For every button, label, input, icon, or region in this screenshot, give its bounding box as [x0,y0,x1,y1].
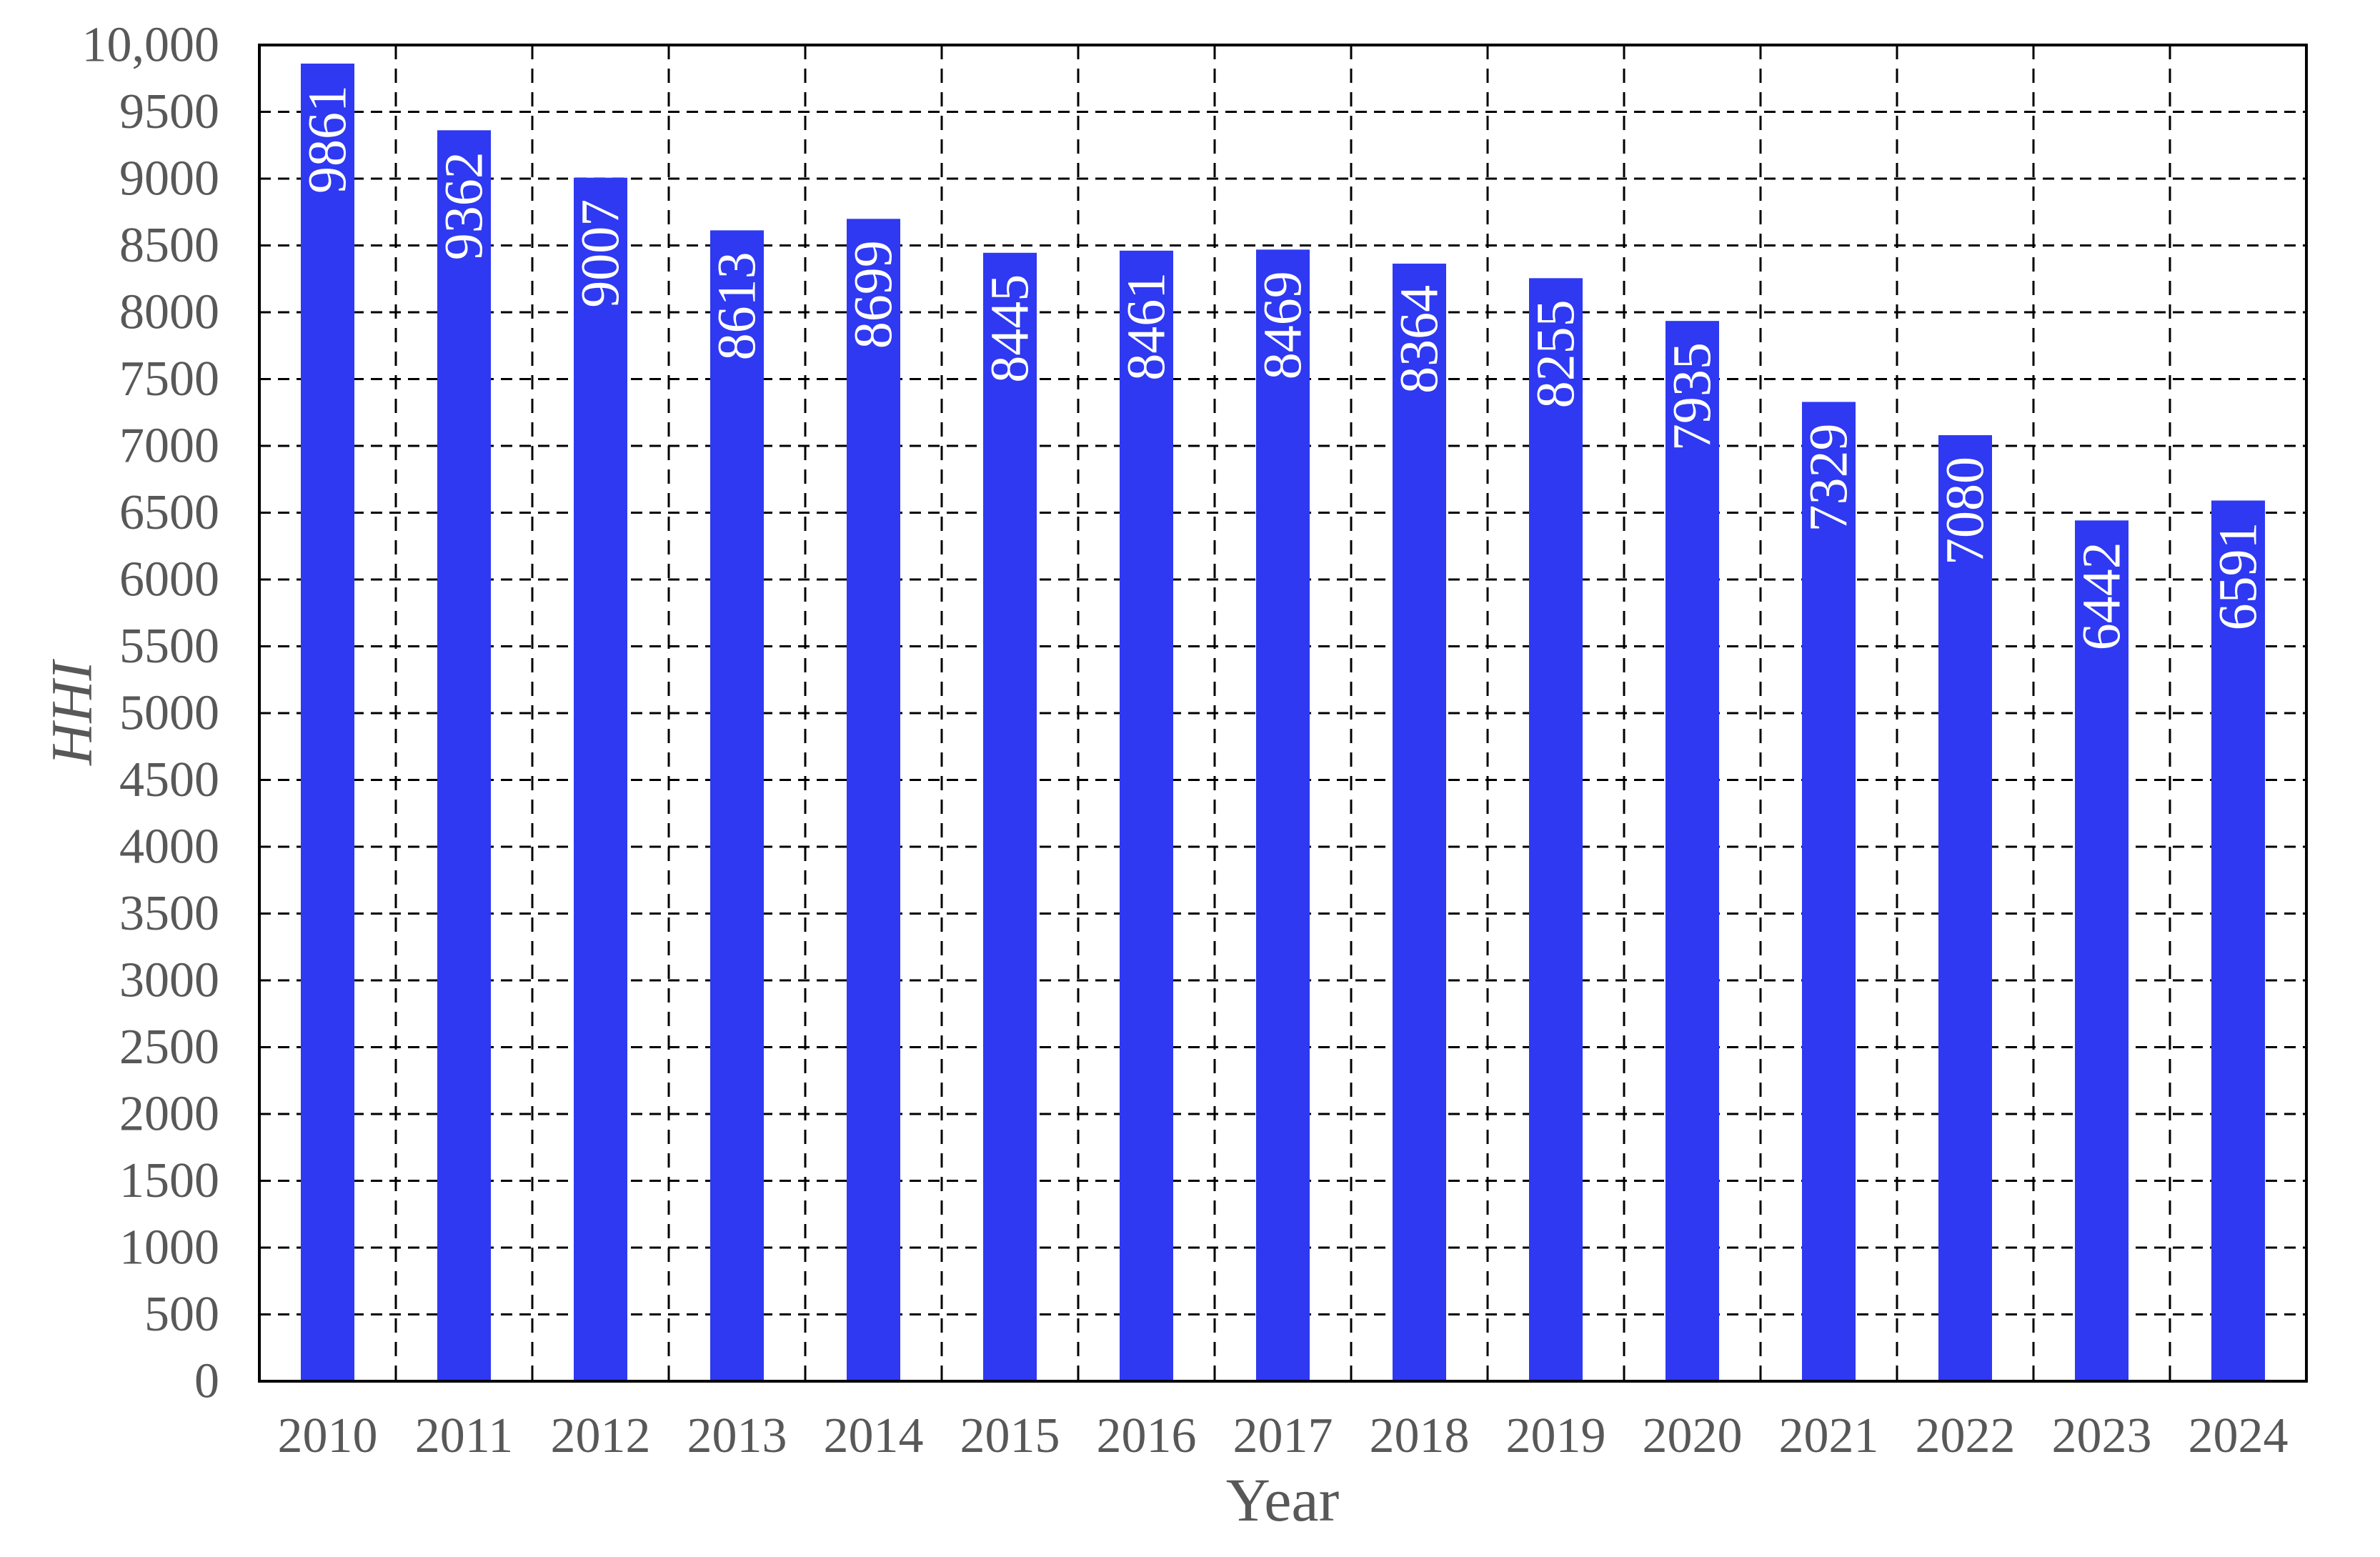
bar-2015 [983,252,1037,1381]
bar-value-label: 8255 [1526,299,1586,408]
x-axis-title: Year [1226,1466,1339,1534]
y-tick-label: 7000 [119,419,219,474]
bar-2021 [1802,402,1856,1381]
bar-2013 [710,230,764,1381]
y-tick-label: 3000 [119,953,219,1008]
y-tick-label: 6000 [119,552,219,607]
y-tick-label: 0 [194,1354,219,1409]
x-tick-label: 2021 [1779,1408,1879,1463]
x-tick-label: 2013 [687,1408,787,1463]
bar-value-label: 9007 [571,199,631,308]
y-tick-label: 6500 [119,485,219,540]
bar-value-label: 7080 [1936,457,1996,565]
y-tick-label: 1000 [119,1220,219,1275]
bar-2014 [847,219,900,1381]
bar-2019 [1529,278,1583,1382]
bar-2017 [1256,249,1310,1381]
y-tick-label: 5500 [119,619,219,674]
x-tick-label: 2010 [278,1408,378,1463]
y-tick-label: 1500 [119,1153,219,1208]
bar-value-label: 8364 [1390,285,1450,394]
x-tick-label: 2015 [960,1408,1060,1463]
y-axis-tick-labels: 0 500 1000 1500 2000 2500 3000 3500 4000 4500 5000… [82,18,220,1409]
y-tick-label: 9000 [119,151,219,207]
bar-value-label: 7935 [1663,342,1723,451]
y-tick-label: 500 [144,1287,219,1342]
y-tick-label: 8500 [119,218,219,273]
y-tick-label: 10,000 [82,18,220,73]
y-axis-title: HHI [39,658,104,765]
y-tick-label: 4500 [119,752,219,807]
bar-value-label: 8613 [707,252,767,360]
y-tick-label: 4000 [119,820,219,875]
x-tick-label: 2012 [551,1408,651,1463]
bar-2020 [1665,321,1719,1381]
bar-value-label: 9861 [298,85,358,194]
y-tick-label: 9500 [119,84,219,139]
y-tick-label: 8000 [119,285,219,340]
y-tick-label: 3500 [119,886,219,941]
bar-2016 [1120,250,1173,1382]
bar-value-label: 8445 [980,274,1040,383]
bar-2018 [1393,263,1446,1381]
y-tick-label: 2500 [119,1020,219,1075]
x-tick-label: 2022 [1916,1408,2016,1463]
bar-value-label: 6591 [2209,522,2269,630]
bar-value-label: 6442 [2072,542,2132,650]
bar-2023 [2075,520,2128,1382]
bar-value-label: 9362 [434,151,494,260]
bar-value-labels-group: 9861 9362 9007 8613 8699 8445 8461 8469 8364 8255… [298,85,2269,650]
bar-2024 [2211,500,2265,1382]
bar-value-label: 8461 [1117,272,1177,381]
bar-value-label: 7329 [1799,423,1859,532]
x-tick-label: 2020 [1643,1408,1743,1463]
y-tick-label: 7500 [119,352,219,407]
x-tick-label: 2019 [1506,1408,1606,1463]
y-tick-label: 5000 [119,686,219,741]
x-tick-label: 2024 [2189,1408,2289,1463]
x-tick-label: 2011 [415,1408,513,1463]
bar-value-label: 8469 [1253,271,1313,379]
bar-value-label: 8699 [844,240,904,349]
x-tick-label: 2023 [2052,1408,2152,1463]
x-tick-label: 2017 [1233,1408,1333,1463]
x-tick-label: 2018 [1370,1408,1470,1463]
x-tick-label: 2016 [1097,1408,1197,1463]
bar-2012 [574,177,627,1381]
x-tick-label: 2014 [824,1408,924,1463]
x-axis-tick-labels: 2010 2011 2012 2013 2014 2015 2016 2017 2018 2019… [278,1408,2289,1463]
bar-2022 [1938,435,1992,1381]
y-tick-label: 2000 [119,1087,219,1142]
bar-2010 [301,63,354,1381]
bar-2011 [437,130,491,1381]
plot-border [258,44,2308,1383]
bars-group [301,63,2265,1382]
